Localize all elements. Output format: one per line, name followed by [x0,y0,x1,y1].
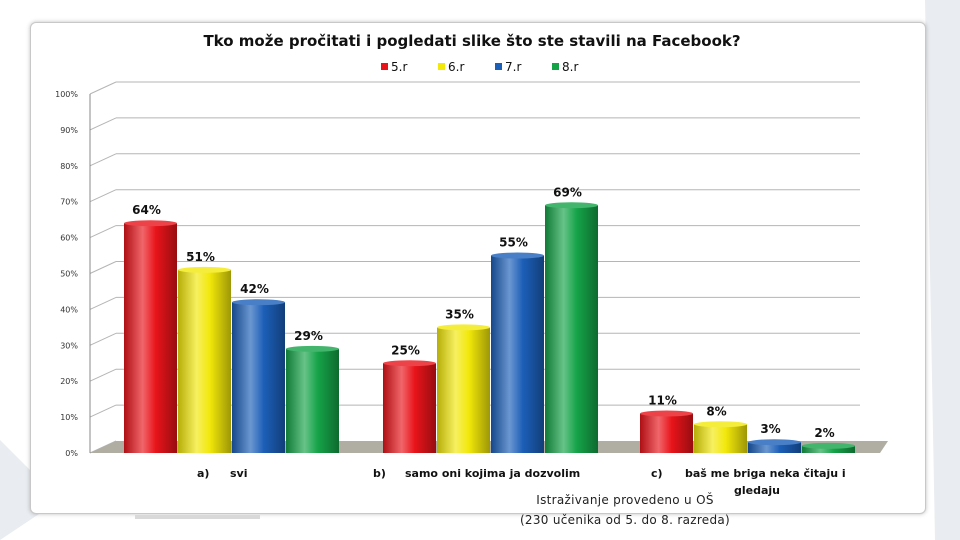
bar-8.r-cat-2 [545,205,598,453]
data-label: 3% [760,422,780,436]
bar-cap [286,345,339,352]
x-category-letter: a) [197,467,209,480]
bar-cap [232,299,285,306]
y-tick-label: 20% [60,377,78,386]
legend-swatch [438,63,445,70]
y-axis: 0% 10% 20% 30% 40% 50% 60% 70% 80% 90% 100% [55,81,860,458]
y-tick-label: 30% [60,341,78,350]
y-tick-label: 80% [60,162,78,171]
footnote-line-2: (230 učenika od 5. do 8. razreda) [519,513,731,527]
data-label: 55% [499,236,528,250]
data-label: 69% [553,185,582,199]
x-category-label: samo oni kojima ja dozvolim [405,467,580,480]
data-label: 8% [706,404,726,418]
bar-8.r-cat-1 [286,348,339,453]
gridline-wall [89,117,117,131]
y-tick-label: 40% [60,305,78,314]
gridline-wall [89,81,117,95]
data-label: 25% [391,343,420,357]
data-label: 64% [132,203,161,217]
legend-swatch [552,63,559,70]
footnote-line-1: Istraživanje provedeno u OŠ [536,493,714,507]
bar-cap [491,252,544,259]
legend-label: 7.r [505,60,521,74]
bar-5.r-cat-2 [383,363,436,453]
y-tick-label: 100% [55,90,78,99]
y-tick-label: 0% [65,449,78,458]
x-category-label-line2: gledaju [734,484,780,497]
background-corner-shape-top [925,0,960,540]
gridline-wall [89,189,117,203]
chart-title: Tko može pročitati i pogledati slike što… [203,32,740,50]
gridline-wall [89,225,117,239]
data-label: 42% [240,282,269,296]
data-label: 29% [294,329,323,343]
bar-6.r-cat-1 [178,269,231,453]
bar-cap [748,439,801,446]
data-label: 2% [814,426,834,440]
gridline-wall [89,261,117,274]
legend-label: 5.r [391,60,407,74]
bar-5.r-cat-3 [640,413,693,453]
y-tick-label: 70% [60,198,78,207]
legend-swatch [381,63,388,70]
y-tick-label: 50% [60,270,78,279]
bar-8.r-cat-3 [802,445,855,453]
legend-label: 6.r [448,60,464,74]
bar-cap [124,220,177,227]
legend-swatch [495,63,502,70]
gridline-wall [89,296,117,310]
data-label: 11% [648,394,677,408]
x-category-label: baš me briga neka čitaju i [685,467,846,480]
gridline-wall [89,332,117,346]
source-strip [135,515,260,519]
legend: 5.r 6.r 7.r 8.r [381,60,578,74]
gridline-wall [89,153,117,167]
x-category-letter: b) [373,467,386,480]
gridline-wall [89,404,117,418]
bar-cap [437,324,490,331]
gridline-wall [89,368,117,382]
data-label: 51% [186,250,215,264]
bar-cap [802,442,855,449]
plot-area: 64% 51% 42% 29% 25% 35% 55% 69% 11% 8% 3% 2% [90,185,888,453]
bar-7.r-cat-3 [748,442,801,453]
bar-cap [545,202,598,209]
bar-cap [640,410,693,417]
bar-6.r-cat-2 [437,327,490,453]
bar-7.r-cat-2 [491,255,544,453]
bar-7.r-cat-1 [232,302,285,453]
x-category-letter: c) [651,467,663,480]
legend-label: 8.r [562,60,578,74]
x-category-label: svi [230,467,248,480]
y-tick-label: 10% [60,413,78,422]
bar-6.r-cat-3 [694,424,747,453]
y-tick-label: 90% [60,126,78,135]
bar-5.r-cat-1 [124,223,177,453]
bar-cap [383,360,436,367]
x-axis-categories: a) svi b) samo oni kojima ja dozvolim c) baš … [197,467,846,497]
data-label: 35% [445,307,474,321]
bar-cap [178,266,231,273]
bar-cap [694,421,747,428]
y-tick-label: 60% [60,234,78,243]
